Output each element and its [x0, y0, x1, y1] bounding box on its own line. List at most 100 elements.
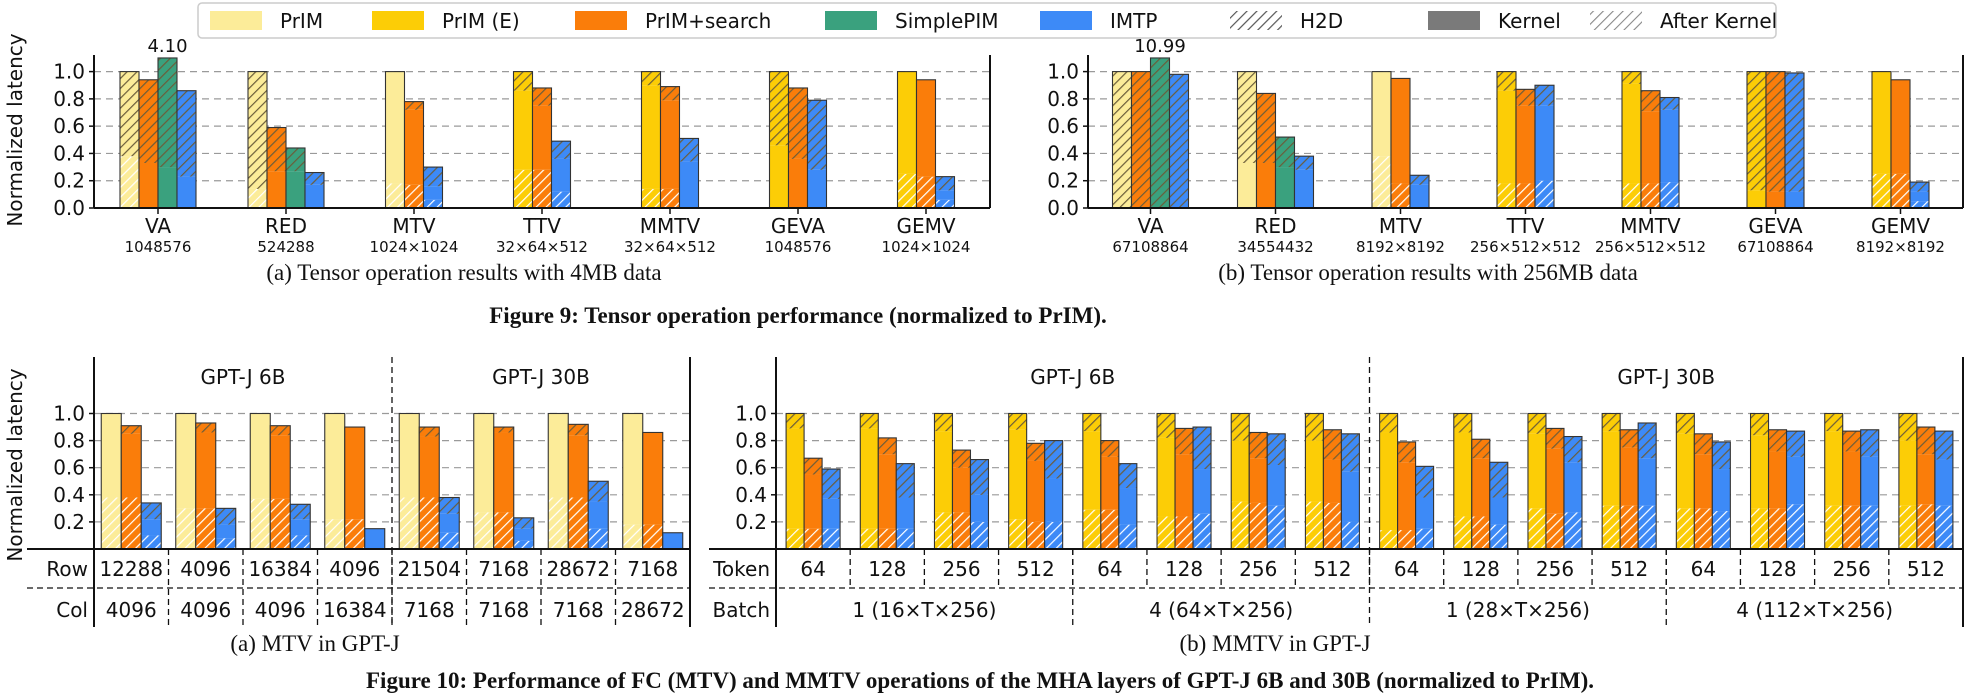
fig10a-table-col-value: 16384 — [323, 598, 387, 622]
fig9a-va-bar-simplepim-ker — [158, 167, 177, 208]
fig10a-group-6-bar-imtp-h2d-hatch — [513, 540, 534, 549]
fig10a-group-7-bar-imtp-ker — [588, 501, 609, 529]
fig10b-model-label-30b: GPT-J 30B — [1617, 365, 1715, 389]
fig10a-group-7-bar-prim-search — [567, 423, 589, 550]
fig10a-group-2-bar-prim-h2d-hatch — [175, 508, 196, 549]
fig10b-table-token-value: 128 — [868, 557, 906, 581]
fig9b-mmtv-bar-prim-e-h2d-hatch — [1622, 183, 1641, 208]
fig9b-mtv-bar-prim — [1371, 71, 1392, 209]
chart-fig10a: 0.2 0.4 0.6 0.8 1.0 GPT-J 6B GPT-J 30B Row Col 12… — [27, 357, 691, 627]
fig10a-group-8-bar-prim — [622, 412, 644, 550]
fig9b-ttv-bar-imtp — [1534, 84, 1555, 209]
fig10b-group-2-bar-prim-search — [877, 437, 897, 550]
legend-swatch-kernel — [1428, 11, 1480, 30]
fig9b-mtv-bar-imtp-ker — [1410, 184, 1429, 208]
fig10a-group-4-bar-prim — [324, 412, 346, 550]
fig10b-group-15-bar-prim-search-ak-hatch — [1842, 431, 1861, 452]
fig10b-table-batch-value: 1 (28×T×256) — [1446, 598, 1590, 622]
fig10a-group-5-bar-imtp-h2d-hatch — [439, 532, 460, 549]
fig9a-xtick-size: 1048576 — [125, 238, 192, 256]
fig10b-group-12-bar-prim-search — [1619, 429, 1639, 550]
fig10b-group-16-bar-prim-e — [1898, 412, 1918, 550]
fig10b-group-16-bar-prim-e-ker — [1898, 440, 1917, 506]
fig10a-group-4-bar-prim-search-h2d-hatch — [344, 519, 365, 549]
fig9a-xtick-label: GEMV — [896, 214, 955, 238]
fig10b-group-10-bar-prim-search — [1471, 438, 1491, 550]
fig9a-red-bar-simplepim-ak-hatch — [286, 147, 305, 172]
fig10b-ytick-label: 0.4 — [735, 483, 767, 507]
fig9a-va-bar-simplepim-ak-hatch — [158, 57, 177, 168]
fig9b-xtick-size: 67108864 — [1737, 238, 1813, 256]
fig10b-group-2-bar-imtp-h2d-hatch — [896, 528, 915, 549]
fig10a-group-7-bar-imtp-h2d-hatch — [588, 528, 609, 549]
fig10b-group-14-bar-prim-search-ak-hatch — [1768, 429, 1787, 452]
fig10b-group-2-bar-prim-e — [859, 412, 879, 550]
fig10a-group-6-bar-prim-h2d-hatch — [473, 512, 494, 549]
fig10b-table-token-value: 512 — [1313, 557, 1351, 581]
legend-swatch-imtp — [1040, 11, 1092, 30]
fig10a-group-6-bar-prim-search-ak-hatch — [493, 427, 514, 433]
fig10b-group-2-bar-prim-search-h2d-hatch — [878, 528, 897, 549]
fig10a-table-row-value: 4096 — [180, 557, 231, 581]
fig10a-group-7-bar-prim-search-ker — [568, 435, 589, 498]
fig10a-group-1-bar-imtp-ker — [141, 519, 162, 536]
fig9a-gemv-bar-prim-search-ker — [916, 79, 936, 177]
fig10b-group-13-bar-prim-e-ak-hatch — [1676, 413, 1695, 434]
fig9b-gemv-bar-imtp — [1909, 181, 1930, 209]
fig10b-group-8-bar-imtp-ker — [1341, 471, 1360, 522]
fig9b-mtv-bar-prim-h2d-hatch — [1372, 156, 1391, 208]
fig10a-group-3-bar-imtp-h2d-hatch — [290, 535, 311, 549]
fig10b-group-5-bar-prim-e-ak-hatch — [1082, 413, 1101, 432]
fig9b-ttv-bar-imtp-h2d-hatch — [1535, 180, 1554, 208]
fig10b-group-15-bar-imtp-ak-hatch — [1860, 429, 1879, 457]
fig10a-group-7-bar-prim-search-ak-hatch — [568, 424, 589, 436]
fig10b-group-10-bar-prim-e-h2d-hatch — [1453, 516, 1472, 549]
fig9a-mmtv-bar-prim-search — [659, 86, 681, 209]
fig10b-group-13-bar-imtp-h2d-hatch — [1712, 511, 1731, 549]
fig10b-group-16-bar-prim-search-ker — [1916, 454, 1935, 505]
fig10a-table-row-value: 7168 — [478, 557, 529, 581]
fig10b-group-8-bar-prim-search — [1322, 429, 1342, 550]
fig9a-xtick-label: MTV — [392, 214, 435, 238]
fig9-caption: Figure 9: Tensor operation performance (… — [489, 303, 1107, 328]
fig10b-group-8-bar-prim-search-ak-hatch — [1323, 429, 1342, 460]
fig9a-geva-bar-imtp-ak-hatch — [807, 100, 827, 170]
fig10b-group-6-bar-imtp-ak-hatch — [1193, 427, 1212, 470]
fig9b-gemv-bar-imtp-ak-hatch — [1910, 182, 1929, 192]
fig10a-group-2-bar-prim-search-ker — [195, 432, 216, 509]
fig10a-group-3-bar-prim-search-h2d-hatch — [270, 498, 291, 549]
fig10b-group-12-bar-imtp — [1637, 422, 1657, 550]
legend: PrIM PrIM (E) PrIM+search SimplePIM IMTP H2D K… — [197, 2, 1777, 39]
fig9a-va-bar-imtp-ak-hatch — [177, 90, 196, 177]
fig9b-gemv-bar-prim-search-ker — [1891, 79, 1910, 174]
fig10a-group-6-bar-prim-search-ker — [493, 432, 514, 513]
fig9a-gemv-bar-prim-search — [915, 79, 937, 209]
fig10a-group-1-bar-prim-h2d-hatch — [101, 497, 122, 549]
fig9a-mmtv-bar-prim-search-h2d-hatch — [660, 188, 680, 208]
fig10b-group-6-bar-prim-search-ker — [1175, 454, 1194, 517]
fig10b-group-3-bar-prim-search-ak-hatch — [952, 450, 971, 468]
fig10a-group-2-bar-prim-ker — [175, 413, 196, 509]
fig10a-group-1-bar-imtp-ak-hatch — [141, 502, 162, 520]
fig10b-group-16-bar-prim-e-h2d-hatch — [1898, 505, 1917, 549]
fig10b-group-16-bar-prim-search-h2d-hatch — [1916, 504, 1935, 549]
fig10a-group-1-bar-imtp-h2d-hatch — [141, 535, 162, 549]
fig10b-table-row-header: Token — [712, 557, 770, 581]
fig9b-mtv-bar-prim-ker — [1372, 71, 1391, 157]
fig10a-group-6-bar-prim-ker — [473, 413, 494, 513]
fig10a-group-5-bar-prim — [398, 412, 420, 550]
fig10b-group-4-bar-imtp-ker — [1044, 478, 1063, 522]
legend-swatch-prim-e — [372, 11, 424, 30]
fig9b-mmtv-bar-prim-e-ak-hatch — [1622, 71, 1641, 84]
fig9a-va-bar-imtp-ker — [177, 176, 196, 208]
fig10a-table-col-value: 7168 — [404, 598, 455, 622]
fig10b-group-14-bar-prim-search — [1767, 429, 1788, 550]
fig10a-group-4-bar-prim-h2d-hatch — [324, 519, 345, 549]
fig10b-group-4-bar-imtp-ak-hatch — [1044, 440, 1063, 479]
fig10b-group-10-bar-prim-e — [1453, 412, 1473, 550]
fig10b-group-9-bar-prim-e-ker — [1379, 432, 1398, 531]
fig9a-mmtv-bar-prim-e-h2d-hatch — [641, 188, 661, 208]
fig9a-ytick-label: 0.6 — [53, 114, 85, 138]
fig9a-mtv-bar-imtp-ker — [423, 186, 443, 200]
fig10b-group-4-bar-prim-search-ak-hatch — [1026, 443, 1045, 461]
